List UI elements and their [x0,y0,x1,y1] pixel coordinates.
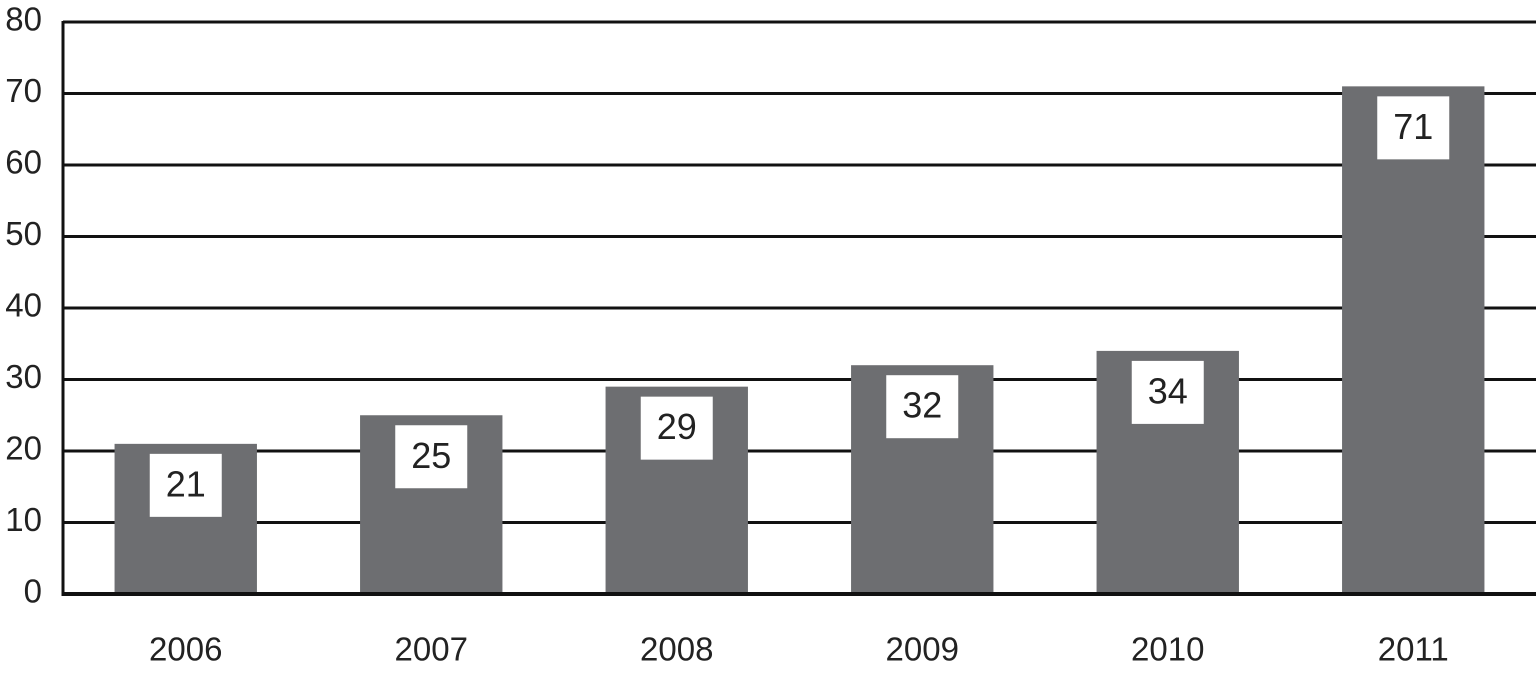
y-tick-label: 50 [5,215,42,252]
x-tick-label: 2011 [1378,631,1449,668]
value-label: 29 [657,406,697,447]
value-label-box [1377,96,1450,160]
value-label-box [149,453,222,517]
value-label: 21 [166,463,206,504]
x-tick-label: 2008 [640,631,713,668]
y-tick-label: 20 [5,430,42,467]
y-tick-label: 0 [24,573,42,610]
value-label: 71 [1393,106,1433,147]
bar [1342,86,1485,594]
y-tick-label: 10 [5,501,42,538]
value-label: 25 [411,435,451,476]
value-label-box [886,375,959,439]
x-tick-label: 2007 [395,631,468,668]
value-label-box [640,396,713,460]
y-tick-label: 60 [5,144,42,181]
x-tick-label: 2006 [149,631,222,668]
y-tick-label: 30 [5,358,42,395]
y-tick-label: 70 [5,72,42,109]
value-label: 32 [902,385,942,426]
x-tick-label: 2010 [1131,631,1204,668]
y-tick-label: 80 [5,1,42,38]
value-label-box [395,425,468,489]
x-tick-label: 2009 [886,631,959,668]
value-label-box [1131,360,1204,424]
value-label: 34 [1148,370,1188,411]
y-tick-label: 40 [5,287,42,324]
